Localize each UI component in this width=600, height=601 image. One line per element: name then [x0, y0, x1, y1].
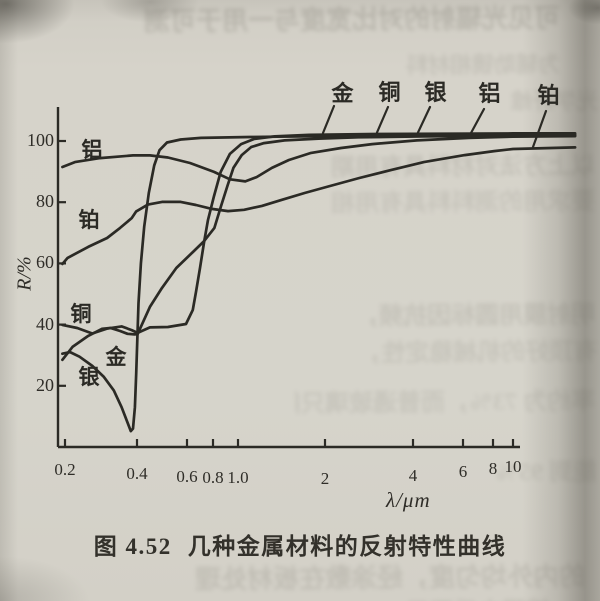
x-tick-label-4: 4 [408, 466, 418, 485]
curve-silver [61, 133, 577, 433]
curve-label-aluminum: 铝 [81, 138, 103, 162]
curve-label-platinum: 铂 [78, 208, 100, 232]
top-label-silver: 银 [424, 80, 448, 105]
leader-line-silver [416, 105, 432, 134]
y-tick-label-40: 40 [36, 313, 54, 334]
curve-label-gold: 金 [105, 345, 127, 369]
x-axis-title: λ/μm [386, 488, 431, 512]
figure-number: 图 4.52 [93, 534, 172, 559]
leader-line-gold [321, 104, 336, 135]
y-tick-label-60: 60 [36, 252, 54, 273]
top-label-copper: 铜 [378, 80, 402, 105]
y-tick-label-20: 20 [36, 374, 54, 395]
y-tick-label-80: 80 [36, 191, 54, 212]
x-tick-label-10: 10 [504, 457, 522, 476]
x-tick-label-8: 8 [488, 459, 498, 478]
x-tick-label-2: 2 [320, 469, 330, 488]
leader-line-platinum [531, 109, 548, 149]
curve-label-silver: 银 [78, 365, 100, 389]
top-label-aluminum: 铝 [478, 81, 502, 106]
top-label-platinum: 铂 [537, 83, 561, 108]
curve-aluminum [61, 134, 577, 183]
y-tick-label-100: 100 [27, 130, 54, 150]
x-tick-label-6: 6 [458, 462, 468, 481]
x-tick-label-1.0: 1.0 [227, 468, 249, 487]
x-tick-label-0.8: 0.8 [202, 468, 224, 487]
leader-line-copper [375, 105, 390, 134]
curve-label-copper: 铜 [70, 302, 92, 326]
figure-title: 几种金属材料的反射特性曲线 [187, 534, 507, 559]
x-tick-label-0.6: 0.6 [176, 467, 198, 486]
curve-gold [61, 134, 577, 362]
leader-line-aluminum [469, 107, 486, 135]
x-tick-label-0.2: 0.2 [54, 460, 76, 479]
figure-caption: 图 4.52 几种金属材料的反射特性曲线 [94, 527, 507, 561]
x-tick-label-0.4: 0.4 [126, 464, 148, 483]
curve-platinum [61, 146, 577, 266]
y-axis-title: R/% [13, 256, 36, 291]
top-label-gold: 金 [331, 81, 355, 106]
